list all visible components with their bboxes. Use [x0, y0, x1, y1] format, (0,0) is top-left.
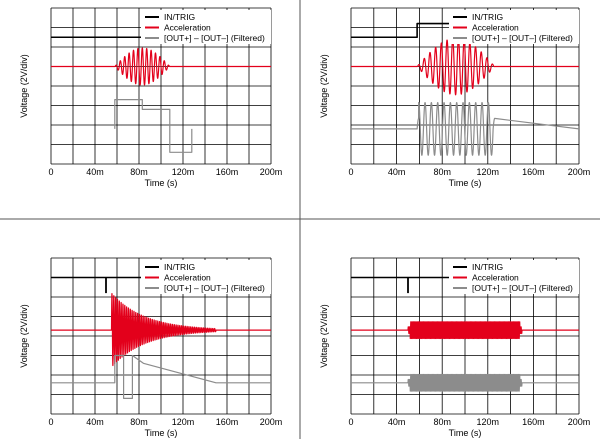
- x-tick-label: 200m: [568, 167, 591, 177]
- legend-label: [OUT+] – [OUT–] (Filtered): [164, 33, 265, 43]
- legend-label: IN/TRIG: [164, 262, 195, 272]
- x-tick-label: 80m: [433, 417, 451, 427]
- y-axis-title: Voltage (2V/div): [319, 304, 329, 368]
- x-tick-label: 160m: [522, 417, 545, 427]
- series-2-line: [51, 47, 271, 86]
- series-3-line: [351, 373, 579, 392]
- x-tick-label: 120m: [172, 417, 195, 427]
- x-tick-labels: 0 40m 80m 120m 160m 200m: [48, 167, 282, 177]
- y-axis-title: Voltage (2V/div): [19, 54, 29, 118]
- x-tick-label: 200m: [568, 417, 591, 427]
- series-3-line: [51, 354, 271, 399]
- legend-label: [OUT+] – [OUT–] (Filtered): [164, 283, 265, 293]
- x-tick-label: 40m: [388, 417, 406, 427]
- x-tick-label: 80m: [433, 167, 451, 177]
- x-tick-label: 40m: [86, 167, 104, 177]
- legend-label: IN/TRIG: [472, 262, 503, 272]
- legend-label: Acceleration: [164, 23, 211, 33]
- x-tick-label: 0: [48, 417, 53, 427]
- x-tick-label: 120m: [477, 417, 500, 427]
- series-3-line: [351, 101, 580, 156]
- series-2-line: [351, 37, 579, 96]
- x-tick-labels: 0 40m 80m 120m 160m 200m: [48, 417, 282, 427]
- y-axis-title: Voltage (2V/div): [19, 304, 29, 368]
- series-3-line: [114, 99, 193, 153]
- x-tick-label: 120m: [172, 167, 195, 177]
- x-tick-label: 200m: [260, 167, 283, 177]
- x-tick-label: 160m: [522, 167, 545, 177]
- x-tick-labels: 0 40m 80m 120m 160m 200m: [348, 167, 590, 177]
- x-axis-title: Time (s): [145, 178, 178, 188]
- legend-label: IN/TRIG: [164, 12, 195, 22]
- legend-label: [OUT+] – [OUT–] (Filtered): [472, 33, 573, 43]
- legend-box: [449, 10, 579, 44]
- legend-box: [141, 10, 271, 44]
- legend-label: Acceleration: [472, 273, 519, 283]
- x-tick-label: 40m: [86, 417, 104, 427]
- legend-box: [141, 260, 271, 294]
- x-axis-title: Time (s): [449, 178, 482, 188]
- x-tick-label: 0: [348, 417, 353, 427]
- x-axis-title: Time (s): [449, 428, 482, 438]
- legend-label: Acceleration: [472, 23, 519, 33]
- x-tick-label: 40m: [388, 167, 406, 177]
- x-tick-label: 160m: [216, 167, 239, 177]
- series-2-line: [351, 321, 579, 340]
- y-axis-title: Voltage (2V/div): [319, 54, 329, 118]
- series-2-line: [51, 293, 271, 367]
- x-tick-label: 0: [348, 167, 353, 177]
- x-tick-label: 120m: [477, 167, 500, 177]
- x-tick-label: 80m: [130, 417, 148, 427]
- x-tick-label: 200m: [260, 417, 283, 427]
- x-tick-label: 160m: [216, 417, 239, 427]
- x-tick-labels: 0 40m 80m 120m 160m 200m: [348, 417, 590, 427]
- legend-label: [OUT+] – [OUT–] (Filtered): [472, 283, 573, 293]
- legend-label: Acceleration: [164, 273, 211, 283]
- legend-box: [449, 260, 579, 294]
- legend-label: IN/TRIG: [472, 12, 503, 22]
- x-tick-label: 80m: [130, 167, 148, 177]
- x-axis-title: Time (s): [145, 428, 178, 438]
- x-tick-label: 0: [48, 167, 53, 177]
